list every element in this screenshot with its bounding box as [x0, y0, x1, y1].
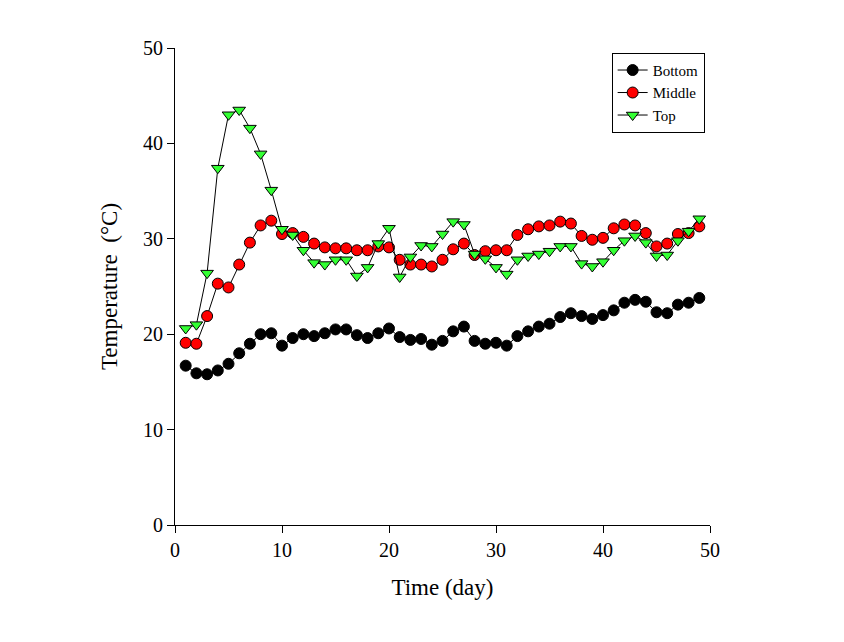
svg-text:20: 20: [379, 539, 399, 561]
svg-text:10: 10: [272, 539, 292, 561]
svg-text:Time (day): Time (day): [391, 575, 493, 600]
svg-text:30: 30: [486, 539, 506, 561]
svg-text:Top: Top: [653, 108, 676, 124]
svg-text:50: 50: [143, 37, 163, 59]
svg-text:30: 30: [143, 228, 163, 250]
svg-text:20: 20: [143, 323, 163, 345]
svg-text:40: 40: [593, 539, 613, 561]
svg-text:Temperature (°C): Temperature (°C): [97, 203, 122, 370]
svg-text:50: 50: [700, 539, 720, 561]
svg-text:Middle: Middle: [653, 85, 697, 101]
svg-text:0: 0: [153, 514, 163, 536]
svg-text:10: 10: [143, 419, 163, 441]
svg-text:0: 0: [170, 539, 180, 561]
svg-text:40: 40: [143, 132, 163, 154]
svg-text:Bottom: Bottom: [653, 63, 698, 79]
